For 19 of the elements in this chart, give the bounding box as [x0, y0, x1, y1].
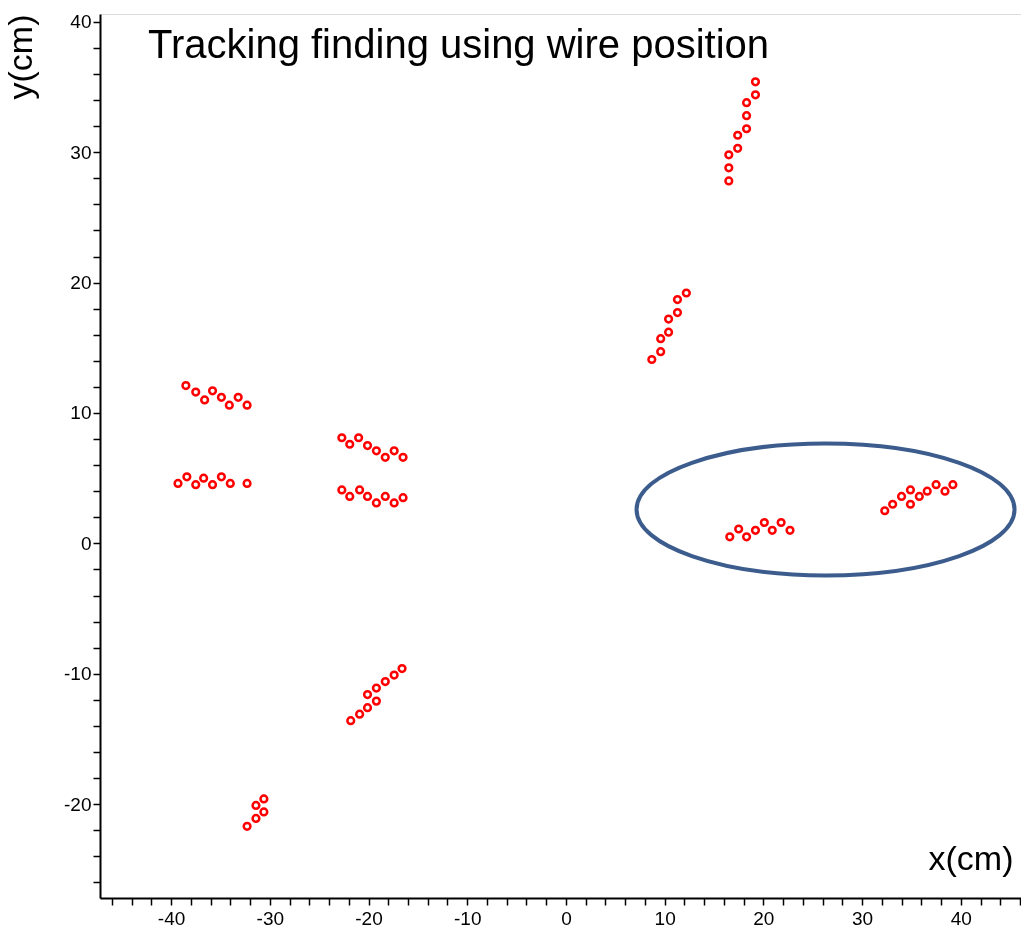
x-tick-label: 40: [950, 907, 972, 929]
y-tick-label: 40: [70, 11, 92, 33]
x-tick-label: -20: [355, 907, 383, 929]
x-tick-label: 20: [753, 907, 775, 929]
y-tick-label: -20: [64, 793, 92, 815]
y-axis-title: y(cm): [0, 14, 39, 100]
y-tick-label: 10: [70, 402, 92, 424]
x-tick-label: -40: [157, 907, 186, 929]
x-tick-label: -30: [256, 907, 285, 929]
y-tick-label: 20: [70, 272, 92, 294]
x-tick-label: 10: [654, 907, 676, 929]
x-tick-label: 30: [852, 907, 874, 929]
y-tick-label: 30: [70, 141, 92, 163]
x-axis-title: x(cm): [928, 838, 1014, 877]
y-tick-label: 0: [80, 532, 92, 554]
chart-title: Tracking finding using wire position: [148, 22, 770, 66]
y-tick-label: -10: [64, 663, 92, 685]
x-tick-label: -10: [453, 907, 482, 929]
x-tick-label: 0: [561, 907, 572, 929]
